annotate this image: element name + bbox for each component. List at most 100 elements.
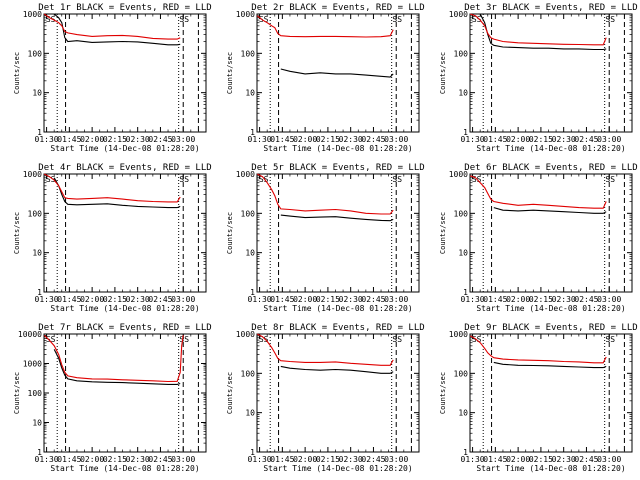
- x-axis-label: Start Time (14-Dec-08 01:28:20): [476, 304, 625, 313]
- ss-marker-end: SS: [179, 335, 189, 344]
- y-tick-label: 10: [458, 249, 468, 258]
- x-tick-label: 02:45: [574, 455, 598, 464]
- ss-marker-end: SS: [392, 335, 402, 344]
- y-tick-label: 100: [454, 369, 469, 378]
- y-tick-label: 100: [28, 389, 43, 398]
- x-tick-label: 02:15: [103, 295, 127, 304]
- x-tick-label: 01:30: [461, 295, 485, 304]
- x-tick-label: 02:15: [529, 295, 553, 304]
- plot-frame: [469, 173, 633, 293]
- x-axis-label: Start Time (14-Dec-08 01:28:20): [263, 304, 412, 313]
- x-tick-label: 01:30: [461, 135, 485, 144]
- plot-frame: [256, 173, 420, 293]
- y-axis-label: Counts/sec: [439, 52, 447, 94]
- ss-marker-end: SS: [605, 335, 615, 344]
- y-tick-label: 1000: [23, 360, 42, 369]
- lld-series-line: [43, 334, 184, 383]
- x-tick-label: 02:15: [316, 295, 340, 304]
- panel-title: Det 9r BLACK = Events, RED = LLD: [464, 323, 637, 333]
- y-tick-label: 1: [37, 288, 42, 297]
- x-tick-label: 01:30: [35, 135, 59, 144]
- x-tick-label: 02:45: [361, 455, 385, 464]
- ss-marker-end: SS: [392, 15, 402, 24]
- y-axis-label: Counts/sec: [13, 52, 21, 94]
- x-tick-label: 03:00: [171, 135, 195, 144]
- ss-marker-end: SS: [605, 15, 615, 24]
- y-tick-label: 100: [454, 49, 469, 58]
- x-tick-label: 02:30: [552, 455, 576, 464]
- x-tick-label: 02:30: [126, 135, 150, 144]
- y-tick-label: 10: [32, 249, 42, 258]
- ss-marker-start: SS: [46, 15, 56, 24]
- y-axis-label: Counts/sec: [13, 212, 21, 254]
- x-tick-label: 02:00: [293, 295, 317, 304]
- y-tick-label: 1000: [236, 170, 255, 179]
- y-tick-label: 1: [250, 288, 255, 297]
- det-panel-2: Det 2r BLACK = Events, RED = LLD 1 10 100 10…: [226, 3, 425, 153]
- x-tick-label: 01:45: [57, 295, 81, 304]
- x-tick-label: 02:30: [552, 295, 576, 304]
- x-tick-label: 03:00: [171, 455, 195, 464]
- lld-series-line: [470, 335, 607, 364]
- lld-series-line: [257, 173, 394, 215]
- x-tick-label: 02:45: [361, 295, 385, 304]
- x-tick-label: 01:30: [248, 455, 272, 464]
- x-tick-label: 01:30: [248, 135, 272, 144]
- ss-marker-end: SS: [179, 175, 189, 184]
- ss-marker-end: SS: [179, 15, 189, 24]
- x-axis-label: Start Time (14-Dec-08 01:28:20): [50, 144, 199, 153]
- x-tick-label: 02:00: [80, 455, 104, 464]
- x-tick-label: 01:45: [270, 295, 294, 304]
- x-tick-label: 02:00: [293, 135, 317, 144]
- events-series-line: [53, 349, 181, 385]
- x-tick-label: 02:45: [574, 295, 598, 304]
- x-axis-label: Start Time (14-Dec-08 01:28:20): [476, 464, 625, 473]
- ss-marker-start: SS: [259, 15, 269, 24]
- y-axis-label: Counts/sec: [439, 212, 447, 254]
- panel-title: Det 7r BLACK = Events, RED = LLD: [38, 323, 211, 333]
- y-tick-label: 1000: [23, 170, 42, 179]
- x-tick-label: 02:30: [126, 295, 150, 304]
- ss-marker-end: SS: [392, 175, 402, 184]
- panel-title: Det 6r BLACK = Events, RED = LLD: [464, 163, 637, 173]
- ss-marker-start: SS: [259, 335, 269, 344]
- x-tick-label: 03:00: [597, 455, 621, 464]
- plot-frame: [469, 13, 633, 133]
- lld-series-line: [43, 13, 181, 40]
- det-panel-3: Det 3r BLACK = Events, RED = LLD 1 10 100 10…: [439, 3, 638, 153]
- x-tick-label: 02:00: [80, 295, 104, 304]
- events-series-line: [53, 13, 181, 46]
- x-tick-label: 02:00: [506, 135, 530, 144]
- y-tick-label: 1000: [23, 10, 42, 19]
- x-tick-label: 02:30: [339, 295, 363, 304]
- det-panel-8: Det 8r BLACK = Events, RED = LLD 1 10 100 10…: [226, 323, 425, 473]
- panel-title: Det 4r BLACK = Events, RED = LLD: [38, 163, 211, 173]
- plot-frame: [43, 13, 207, 133]
- x-tick-label: 03:00: [384, 455, 408, 464]
- x-tick-label: 02:30: [339, 135, 363, 144]
- plot-frame: [43, 173, 207, 293]
- x-tick-label: 01:30: [35, 455, 59, 464]
- x-axis-label: Start Time (14-Dec-08 01:28:20): [476, 144, 625, 153]
- x-tick-label: 02:15: [103, 135, 127, 144]
- y-tick-label: 1000: [236, 10, 255, 19]
- ss-marker-end: SS: [605, 175, 615, 184]
- x-tick-label: 01:45: [270, 455, 294, 464]
- x-tick-label: 01:30: [461, 455, 485, 464]
- x-tick-label: 01:45: [483, 455, 507, 464]
- plot-frame: [469, 333, 633, 453]
- events-series-line: [493, 207, 607, 214]
- y-tick-label: 1: [463, 288, 468, 297]
- panel-title: Det 5r BLACK = Events, RED = LLD: [251, 163, 424, 173]
- x-tick-label: 01:30: [35, 295, 59, 304]
- events-series-line: [53, 177, 181, 209]
- x-tick-label: 03:00: [597, 295, 621, 304]
- plot-frame: [256, 13, 420, 133]
- x-tick-label: 01:45: [270, 135, 294, 144]
- x-tick-label: 02:45: [148, 295, 172, 304]
- det-panel-6: Det 6r BLACK = Events, RED = LLD 1 10 100 10…: [439, 163, 638, 313]
- x-tick-label: 01:45: [57, 455, 81, 464]
- panel-title: Det 2r BLACK = Events, RED = LLD: [251, 3, 424, 13]
- x-tick-label: 01:45: [483, 135, 507, 144]
